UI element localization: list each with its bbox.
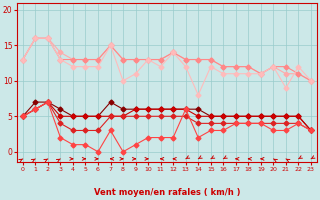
- X-axis label: Vent moyen/en rafales ( km/h ): Vent moyen/en rafales ( km/h ): [94, 188, 240, 197]
